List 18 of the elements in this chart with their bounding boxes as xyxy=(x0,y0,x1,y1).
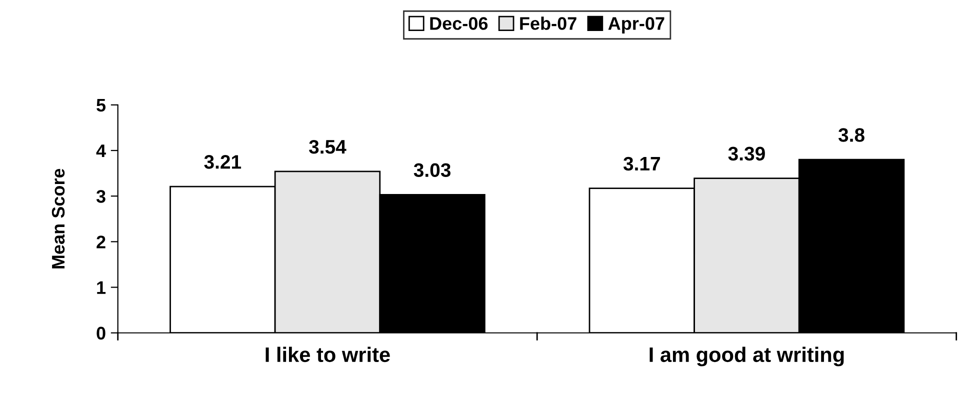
y-tick-label: 4 xyxy=(96,144,106,158)
y-tick-label: 5 xyxy=(96,99,106,112)
data-label: 3.21 xyxy=(204,155,242,169)
y-tick-label: 1 xyxy=(97,281,106,294)
data-label: 3.17 xyxy=(623,156,660,171)
legend-label: Feb-07 xyxy=(520,16,576,30)
y-tick-label: 3 xyxy=(96,190,106,203)
data-label: 3.54 xyxy=(309,140,346,154)
y-tick-label: 2 xyxy=(96,236,106,248)
y-tick-label: 0 xyxy=(96,326,106,340)
y-axis-title: Mean Score xyxy=(52,168,65,268)
legend-label: Dec-06 xyxy=(430,17,488,30)
x-tick-label: I am good at writing xyxy=(650,346,844,366)
x-tick-label: I like to write xyxy=(266,346,390,362)
data-label: 3.39 xyxy=(728,146,765,161)
legend-label: Apr-07 xyxy=(608,17,664,34)
data-label: 3.8 xyxy=(838,128,864,142)
data-label: 3.03 xyxy=(414,163,451,178)
